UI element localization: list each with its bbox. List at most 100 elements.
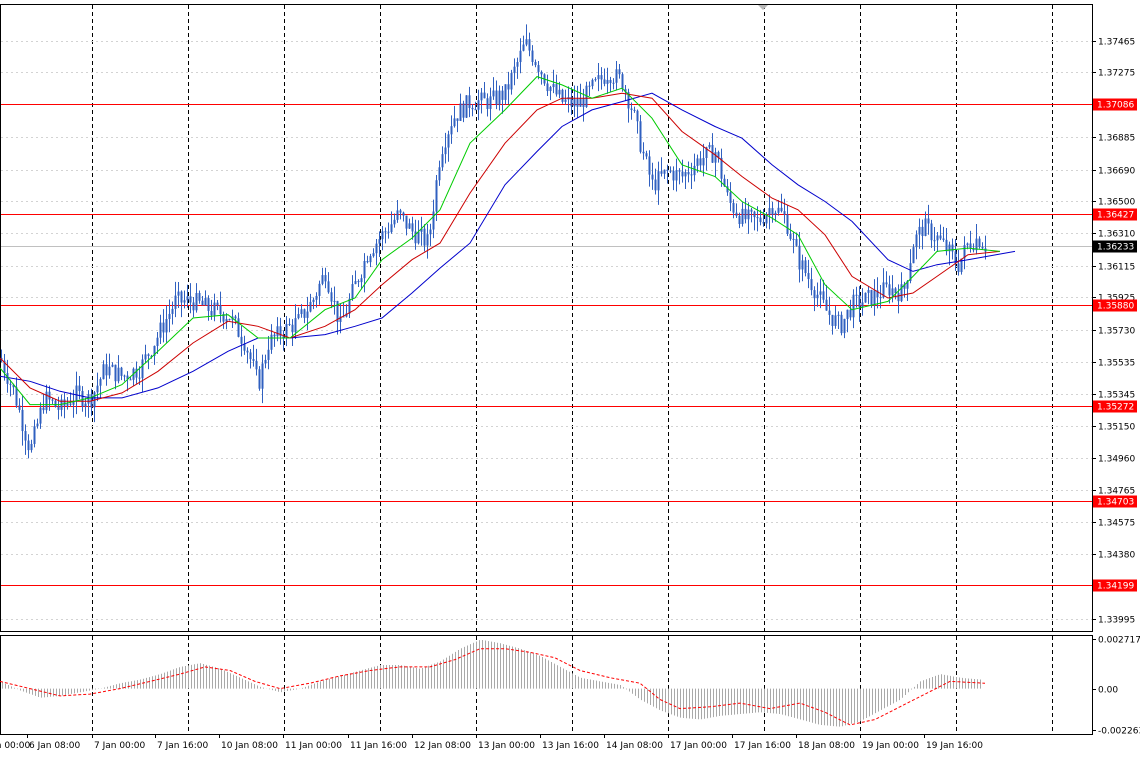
candle-body — [675, 170, 678, 181]
candle-body — [297, 314, 300, 319]
price-tick-label: 1.35925 — [1098, 294, 1135, 304]
candle-body — [498, 90, 501, 105]
candle-body — [420, 228, 423, 232]
candle-body — [24, 431, 27, 441]
candle-body — [285, 323, 288, 339]
time-tick-label: 17 Jan 00:00 — [670, 741, 727, 751]
candle-body — [924, 218, 927, 236]
candle-body — [387, 231, 390, 233]
candle-body — [795, 238, 798, 246]
candle-body — [921, 226, 924, 236]
candle-body — [402, 212, 405, 216]
candle-body — [546, 83, 549, 92]
candle-body — [864, 292, 867, 303]
candle-body — [582, 98, 585, 108]
ma-fast-line — [0, 76, 1001, 406]
candle-body — [300, 309, 303, 315]
candle-body — [72, 401, 75, 405]
candle-body — [219, 305, 222, 315]
candle-body — [594, 79, 597, 81]
candle-body — [84, 403, 87, 407]
candle-body — [345, 313, 348, 317]
candle-body — [465, 95, 468, 118]
candle-body — [606, 79, 609, 84]
candle-body — [537, 65, 540, 72]
candle-body — [600, 75, 603, 80]
level-badge-label: 1.34703 — [1097, 498, 1134, 508]
candle-body — [492, 90, 495, 97]
candle-body — [243, 343, 246, 351]
candle-body — [489, 96, 492, 109]
candle-body — [825, 299, 828, 311]
candle-body — [552, 84, 555, 88]
candle-body — [192, 302, 195, 311]
candle-body — [474, 109, 477, 111]
candle-body — [255, 360, 258, 370]
candle-body — [900, 284, 903, 302]
candle-body — [558, 89, 561, 95]
candle-body — [522, 44, 525, 51]
candle-body — [291, 324, 294, 333]
candle-body — [813, 290, 816, 299]
candle-body — [336, 300, 339, 322]
candle-body — [204, 298, 207, 306]
price-tick-label: 1.35150 — [1098, 423, 1135, 433]
candle-body — [501, 90, 504, 100]
scroll-marker-icon[interactable] — [758, 5, 768, 10]
candle-body — [657, 171, 660, 191]
candle-body — [129, 379, 132, 381]
candle-body — [495, 90, 498, 105]
candle-body — [483, 92, 486, 99]
candle-body — [276, 326, 279, 337]
candle-body — [228, 319, 231, 321]
candle-body — [621, 74, 624, 90]
candle-body — [771, 208, 774, 215]
candle-body — [246, 350, 249, 353]
level-badge-label: 1.35272 — [1097, 403, 1134, 413]
time-tick-label: 11 Jan 16:00 — [350, 741, 407, 751]
candle-body — [849, 309, 852, 318]
candle-body — [447, 134, 450, 148]
candle-body — [150, 355, 153, 357]
candle-body — [156, 337, 159, 346]
candle-body — [210, 310, 213, 316]
candle-body — [615, 69, 618, 83]
candle-body — [123, 375, 126, 377]
candle-body — [279, 326, 282, 337]
level-badge — [1093, 495, 1137, 508]
candle-body — [375, 243, 378, 254]
price-tick-label: 1.36310 — [1098, 230, 1135, 240]
candle-body — [561, 89, 564, 102]
candle-body — [714, 152, 717, 163]
candle-body — [327, 281, 330, 293]
candle-body — [288, 323, 291, 325]
candle-body — [756, 217, 759, 219]
osc-tick-label: -0.002263 — [1098, 727, 1140, 737]
candle-body — [312, 299, 315, 302]
candle-body — [186, 296, 189, 301]
candle-body — [780, 207, 783, 212]
candle-body — [759, 217, 762, 223]
candle-body — [180, 291, 183, 303]
candle-body — [63, 399, 66, 406]
price-tick-label: 1.37465 — [1098, 38, 1135, 48]
candle-body — [249, 352, 252, 360]
candle-body — [507, 84, 510, 90]
candle-body — [360, 278, 363, 283]
candle-body — [456, 118, 459, 121]
candle-body — [429, 229, 432, 235]
candle-body — [177, 291, 180, 296]
price-tick-label: 1.35730 — [1098, 327, 1135, 337]
candle-body — [138, 377, 141, 379]
candle-body — [975, 238, 978, 251]
candle-body — [963, 245, 966, 259]
candle-body — [273, 334, 276, 337]
candle-body — [12, 384, 15, 388]
price-candles — [0, 24, 987, 459]
candle-body — [366, 260, 369, 263]
candle-body — [384, 231, 387, 233]
candle-body — [201, 300, 204, 306]
candle-body — [126, 375, 129, 380]
candle-body — [876, 290, 879, 298]
